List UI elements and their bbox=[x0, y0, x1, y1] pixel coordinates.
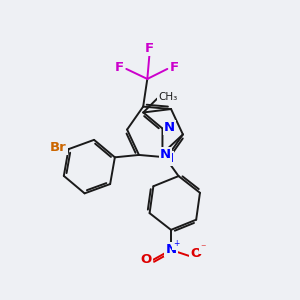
Text: CH₃: CH₃ bbox=[158, 92, 178, 102]
Text: N: N bbox=[162, 152, 173, 165]
Text: N: N bbox=[164, 121, 175, 134]
Text: F: F bbox=[170, 61, 179, 74]
Text: F: F bbox=[145, 42, 154, 56]
Text: Br: Br bbox=[50, 141, 67, 154]
Text: +: + bbox=[173, 239, 179, 248]
Text: O: O bbox=[190, 248, 202, 260]
Text: N: N bbox=[165, 243, 177, 256]
Text: ⁻: ⁻ bbox=[200, 243, 206, 253]
Text: N: N bbox=[160, 148, 171, 161]
Text: O: O bbox=[140, 254, 152, 266]
Text: F: F bbox=[115, 61, 124, 74]
